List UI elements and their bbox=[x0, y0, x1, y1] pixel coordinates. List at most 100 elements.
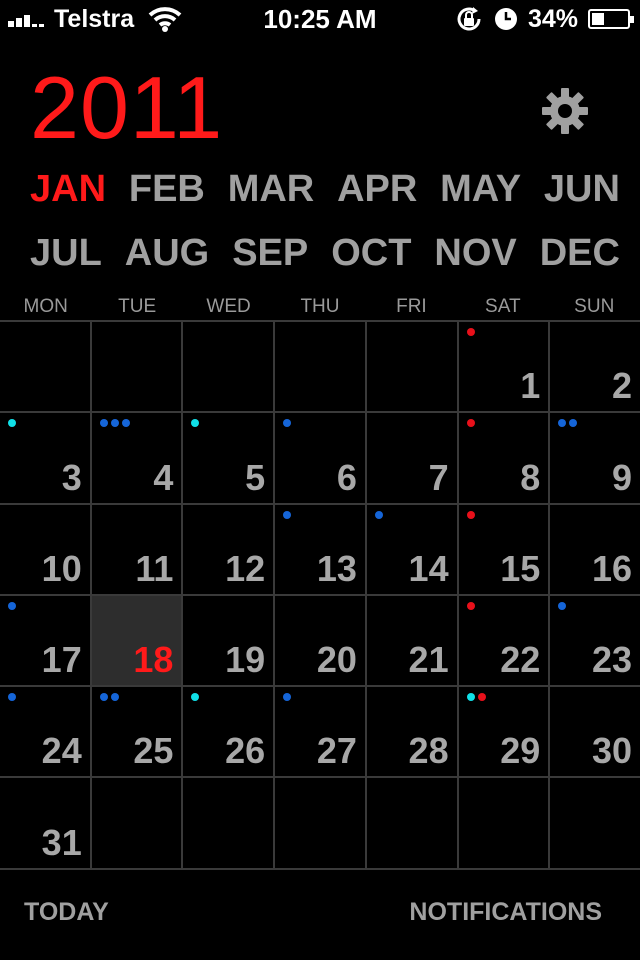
weekday-label: TUE bbox=[118, 296, 157, 317]
calendar-empty-cell bbox=[183, 778, 276, 868]
battery-icon bbox=[588, 9, 634, 29]
status-bar-right: 34% bbox=[444, 4, 634, 34]
calendar-day-cell[interactable]: 18 bbox=[91, 595, 184, 686]
status-bar-left: Telstra bbox=[8, 4, 182, 34]
calendar-week-row: 10 11 12 13 14 15 16 bbox=[0, 504, 640, 596]
calendar-day-cell[interactable]: 9 bbox=[550, 413, 640, 502]
month-nov[interactable]: NOV bbox=[434, 232, 517, 274]
calendar-day-cell[interactable]: 23 bbox=[550, 596, 640, 685]
weekday-header: MON TUE WED THU FRI SAT SUN bbox=[0, 296, 640, 322]
event-indicators bbox=[191, 419, 202, 428]
event-dot bbox=[283, 693, 292, 702]
calendar-empty-cell bbox=[92, 322, 184, 412]
calendar-day-cell[interactable]: 22 bbox=[459, 595, 551, 686]
day-number: 26 bbox=[225, 730, 266, 772]
weekday-label: THU bbox=[300, 296, 340, 317]
carrier-name: Telstra bbox=[54, 4, 135, 33]
calendar-day-cell[interactable]: 12 bbox=[183, 504, 276, 594]
day-number: 11 bbox=[135, 547, 174, 589]
month-jul[interactable]: JUL bbox=[30, 232, 102, 274]
calendar-day-cell[interactable]: 31 bbox=[0, 778, 92, 868]
weekday-label: MON bbox=[23, 296, 68, 317]
weekday-label: FRI bbox=[396, 296, 427, 317]
event-dot bbox=[110, 419, 119, 428]
battery-fill bbox=[592, 13, 604, 25]
month-jun[interactable]: JUN bbox=[543, 168, 620, 210]
calendar-empty-cell bbox=[275, 778, 367, 868]
calendar-empty-cell bbox=[550, 778, 640, 867]
event-indicators bbox=[558, 419, 580, 428]
notifications-button[interactable]: NOTIFICATIONS bbox=[409, 898, 602, 926]
calendar-day-cell[interactable]: 6 bbox=[275, 413, 367, 503]
today-button[interactable]: TODAY bbox=[24, 898, 109, 926]
status-bar: Telstra 10:25 AM 34% bbox=[0, 0, 640, 40]
event-indicators bbox=[283, 510, 294, 519]
calendar-day-cell[interactable]: 29 bbox=[459, 687, 551, 777]
calendar-day-cell[interactable]: 27 bbox=[275, 687, 367, 777]
calendar-day-cell[interactable]: 21 bbox=[367, 595, 459, 686]
calendar-day-cell[interactable]: 1 bbox=[459, 322, 551, 412]
calendar-grid: 1 2 3 4 5 6 7 8 9 10 11 12 13 14 15 16 17 18 19 20 21 22 23 24 2… bbox=[0, 320, 640, 870]
day-number: 20 bbox=[316, 639, 357, 681]
event-indicators bbox=[374, 510, 386, 519]
calendar-empty-cell bbox=[0, 322, 92, 412]
calendar-day-cell[interactable]: 4 bbox=[92, 413, 184, 503]
event-dot bbox=[191, 419, 200, 428]
calendar-empty-cell bbox=[367, 778, 459, 868]
month-mar[interactable]: MAR bbox=[227, 168, 315, 210]
bottom-toolbar: TODAY NOTIFICATIONS bbox=[0, 880, 640, 960]
day-number: 27 bbox=[316, 730, 357, 772]
event-indicators bbox=[283, 693, 294, 702]
calendar-day-cell[interactable]: 5 bbox=[183, 413, 276, 503]
month-oct[interactable]: OCT bbox=[331, 232, 412, 274]
month-may[interactable]: MAY bbox=[440, 168, 522, 210]
month-feb[interactable]: FEB bbox=[128, 168, 205, 210]
event-dot bbox=[569, 419, 578, 428]
calendar-day-cell[interactable]: 7 bbox=[367, 413, 459, 503]
event-indicators bbox=[558, 601, 569, 610]
gear-icon[interactable] bbox=[540, 86, 590, 136]
event-indicators bbox=[99, 693, 122, 702]
event-dot bbox=[466, 419, 475, 428]
calendar-day-cell[interactable]: 15 bbox=[459, 504, 551, 594]
event-indicators bbox=[8, 601, 19, 610]
month-sep[interactable]: SEP bbox=[232, 232, 309, 274]
day-number: 15 bbox=[500, 547, 541, 589]
calendar-day-cell[interactable]: 19 bbox=[183, 595, 276, 686]
day-number: 10 bbox=[41, 547, 82, 589]
day-number: 4 bbox=[153, 456, 174, 498]
calendar-empty-cell bbox=[367, 322, 459, 412]
month-aug[interactable]: AUG bbox=[124, 232, 210, 274]
day-number: 17 bbox=[41, 639, 82, 681]
month-dec[interactable]: DEC bbox=[539, 232, 620, 274]
calendar-day-cell[interactable]: 16 bbox=[550, 505, 640, 594]
calendar-day-cell[interactable]: 24 bbox=[0, 687, 92, 777]
calendar-day-cell[interactable]: 20 bbox=[275, 595, 367, 686]
month-apr[interactable]: APR bbox=[337, 168, 418, 210]
event-dot bbox=[8, 601, 16, 610]
calendar-day-cell[interactable]: 8 bbox=[459, 413, 551, 503]
calendar-week-row: 3 4 5 6 7 8 9 bbox=[0, 413, 640, 505]
calendar-day-cell[interactable]: 14 bbox=[367, 504, 459, 594]
calendar-day-cell[interactable]: 25 bbox=[92, 687, 184, 777]
calendar-day-cell[interactable]: 26 bbox=[183, 687, 276, 777]
event-indicators bbox=[99, 419, 133, 428]
day-number: 21 bbox=[408, 639, 449, 681]
day-number: 13 bbox=[316, 547, 357, 589]
event-dot bbox=[374, 510, 383, 519]
day-number: 1 bbox=[520, 365, 541, 407]
calendar-day-cell[interactable]: 2 bbox=[550, 322, 640, 411]
event-dot bbox=[466, 510, 475, 519]
day-number: 2 bbox=[612, 365, 633, 407]
calendar-day-cell[interactable]: 10 bbox=[0, 504, 92, 594]
event-indicators bbox=[8, 419, 19, 428]
calendar-day-cell[interactable]: 17 bbox=[0, 595, 92, 686]
month-jan[interactable]: JAN bbox=[30, 168, 107, 210]
calendar-day-cell[interactable]: 13 bbox=[275, 504, 367, 594]
calendar-day-cell[interactable]: 28 bbox=[367, 687, 459, 777]
calendar-day-cell[interactable]: 30 bbox=[550, 687, 640, 776]
calendar-day-cell[interactable]: 11 bbox=[92, 504, 184, 594]
rotation-lock-icon bbox=[457, 7, 481, 31]
signal-icon bbox=[8, 11, 46, 27]
calendar-day-cell[interactable]: 3 bbox=[0, 413, 92, 503]
